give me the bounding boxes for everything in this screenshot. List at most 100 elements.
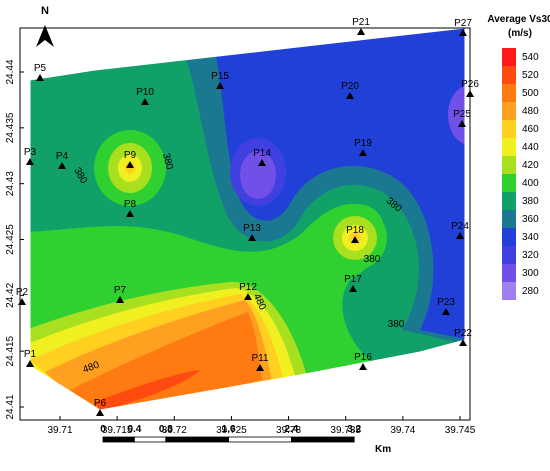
colorbar-swatch xyxy=(502,228,516,246)
station-marker xyxy=(349,285,357,292)
station-label: P10 xyxy=(136,87,154,98)
contour-label: 380 xyxy=(364,254,381,265)
colorbar-label: 480 xyxy=(522,106,539,117)
scale-label: 0.8 xyxy=(159,424,173,435)
x-tick-label: 39.725 xyxy=(216,425,247,436)
colorbar-label: 280 xyxy=(522,286,539,297)
station-label: P15 xyxy=(211,71,229,82)
station-marker xyxy=(458,120,466,127)
scale-unit: Km xyxy=(375,444,391,455)
station-label: P19 xyxy=(354,138,372,149)
colorbar-swatch xyxy=(502,246,516,264)
station-label: P23 xyxy=(437,297,455,308)
station-marker xyxy=(26,360,34,367)
station-marker xyxy=(141,98,149,105)
colorbar-label: 440 xyxy=(522,142,539,153)
y-tick-label: 24.415 xyxy=(5,335,16,366)
scale-segment xyxy=(165,436,230,443)
contour-label: 380 xyxy=(160,152,175,171)
station-marker xyxy=(456,232,464,239)
colorbar-swatch xyxy=(502,174,516,192)
map-outline xyxy=(29,27,466,411)
colorbar-label: 300 xyxy=(522,268,539,279)
station-label: P7 xyxy=(114,285,127,296)
colorbar-swatch xyxy=(502,84,516,102)
colorbar-swatch xyxy=(502,264,516,282)
station-marker xyxy=(58,162,66,169)
station-label: P6 xyxy=(94,398,107,409)
station-label: P22 xyxy=(454,328,472,339)
station-label: P16 xyxy=(354,352,372,363)
station-label: P27 xyxy=(454,18,472,29)
x-tick-label: 39.74 xyxy=(390,425,415,436)
station-marker xyxy=(116,296,124,303)
x-tick-label: 39.745 xyxy=(445,425,476,436)
station-marker xyxy=(26,158,34,165)
station-marker xyxy=(466,90,474,97)
colorbar-label: 320 xyxy=(522,250,539,261)
station-marker xyxy=(244,293,252,300)
scale-label: 0 xyxy=(100,424,106,435)
scale-label: 1.6 xyxy=(222,424,236,435)
station-label: P2 xyxy=(16,287,29,298)
colorbar-label: 520 xyxy=(522,70,539,81)
station-marker xyxy=(459,29,467,36)
station-label: P18 xyxy=(346,225,364,236)
y-tick-label: 24.41 xyxy=(5,394,16,419)
colorbar-swatch xyxy=(502,120,516,138)
x-tick-label: 39.72 xyxy=(162,425,187,436)
colorbar-label: 400 xyxy=(522,178,539,189)
station-marker xyxy=(18,298,26,305)
x-tick-label: 39.73 xyxy=(276,425,301,436)
scale-label: 3.2 xyxy=(347,424,361,435)
y-tick-label: 24.44 xyxy=(5,59,16,84)
colorbar-swatch xyxy=(502,282,516,300)
colorbar-label: 500 xyxy=(522,88,539,99)
colorbar-label: 380 xyxy=(522,196,539,207)
station-label: P20 xyxy=(341,81,359,92)
station-label: P12 xyxy=(239,282,257,293)
colorbar-swatch xyxy=(502,102,516,120)
y-tick-label: 24.425 xyxy=(5,224,16,255)
x-tick-label: 39.71 xyxy=(47,425,72,436)
station-label: P26 xyxy=(461,79,479,90)
station-marker xyxy=(351,236,359,243)
contour-label: 380 xyxy=(388,319,405,330)
colorbar-label: 420 xyxy=(522,160,539,171)
station-marker xyxy=(346,92,354,99)
scale-segment xyxy=(290,436,355,443)
station-marker xyxy=(248,234,256,241)
station-marker xyxy=(256,364,264,371)
colorbar-label: 540 xyxy=(522,52,539,63)
colorbar-swatch xyxy=(502,156,516,174)
station-label: P8 xyxy=(124,199,137,210)
station-label: P14 xyxy=(253,148,271,159)
station-marker xyxy=(357,28,365,35)
colorbar-label: 360 xyxy=(522,214,539,225)
station-marker xyxy=(359,149,367,156)
scale-segment xyxy=(228,436,292,443)
station-label: P3 xyxy=(24,147,37,158)
station-marker xyxy=(36,74,44,81)
station-marker xyxy=(258,159,266,166)
station-label: P24 xyxy=(451,221,469,232)
x-tick-label: 39.715 xyxy=(102,425,133,436)
colorbar-title: Average Vs30 xyxy=(487,14,550,25)
station-label: P13 xyxy=(243,223,261,234)
station-label: P4 xyxy=(56,151,69,162)
scale-segment xyxy=(133,436,167,443)
station-marker xyxy=(126,161,134,168)
north-label: N xyxy=(41,5,49,17)
colorbar-swatch xyxy=(502,138,516,156)
station-label: P21 xyxy=(352,17,370,28)
scale-label: 2.4 xyxy=(284,424,298,435)
station-marker xyxy=(96,409,104,416)
station-label: P25 xyxy=(453,109,471,120)
colorbar-label: 460 xyxy=(522,124,539,135)
y-tick-label: 24.42 xyxy=(5,282,16,307)
station-marker xyxy=(216,82,224,89)
y-tick-label: 24.43 xyxy=(5,171,16,196)
colorbar-swatch xyxy=(502,66,516,84)
